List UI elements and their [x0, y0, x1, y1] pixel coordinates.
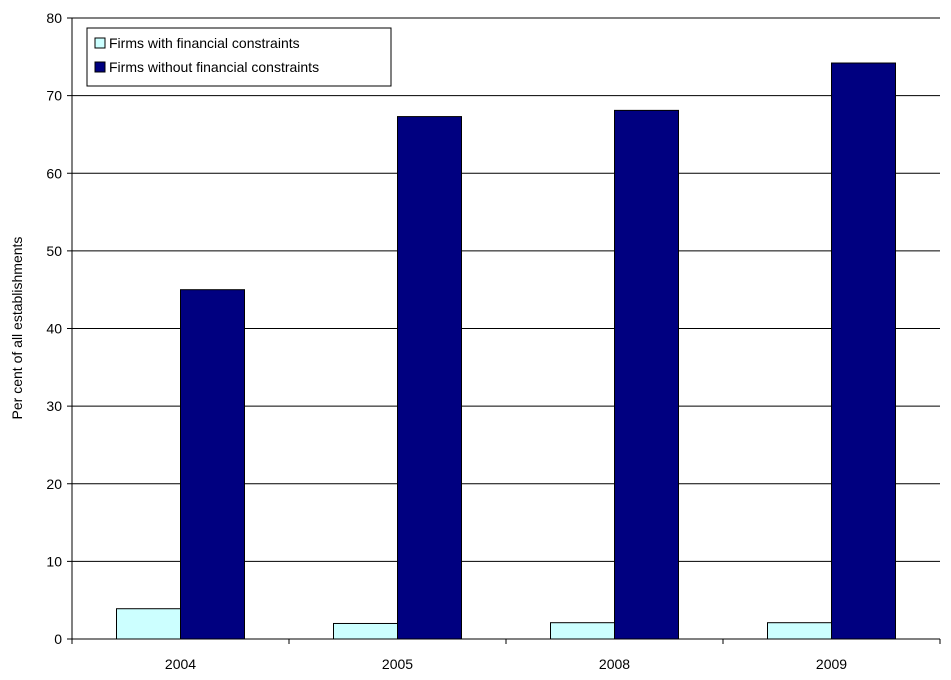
legend-label: Firms with financial constraints: [109, 35, 300, 51]
bar-without-constraints: [614, 109, 679, 640]
y-tick-label: 10: [46, 553, 62, 569]
legend-label: Firms without financial constraints: [109, 59, 319, 75]
bar-with-constraints: [116, 608, 181, 640]
y-tick-labels: 0 10 20 30 40 50 60 70 80: [46, 10, 72, 647]
y-tick-label: 30: [46, 398, 62, 414]
bars: [116, 62, 896, 640]
y-tick-label: 0: [54, 631, 62, 647]
bar-without-constraints: [397, 116, 462, 640]
x-tick-labels: 2004 2005 2008 2009: [71, 639, 941, 672]
bar-with-constraints: [550, 622, 615, 640]
y-tick-label: 70: [46, 88, 62, 104]
legend-swatch: [94, 37, 106, 49]
bar-with-constraints: [333, 622, 398, 640]
legend-box: [86, 27, 392, 87]
x-tick-label: 2004: [165, 656, 196, 672]
x-tick-label: 2005: [382, 656, 413, 672]
y-tick-label: 20: [46, 476, 62, 492]
y-tick-label: 80: [46, 10, 62, 26]
bar-without-constraints: [831, 62, 896, 640]
bar-without-constraints: [180, 289, 245, 640]
bar-with-constraints: [767, 622, 832, 640]
x-tick-label: 2009: [816, 656, 847, 672]
legend: Firms with financial constraints Firms wi…: [86, 27, 392, 87]
y-tick-label: 50: [46, 243, 62, 259]
y-tick-label: 40: [46, 321, 62, 337]
y-tick-label: 60: [46, 165, 62, 181]
x-tick-label: 2008: [599, 656, 630, 672]
y-axis-title: Per cent of all establishments: [9, 237, 25, 420]
legend-swatch: [94, 61, 106, 73]
